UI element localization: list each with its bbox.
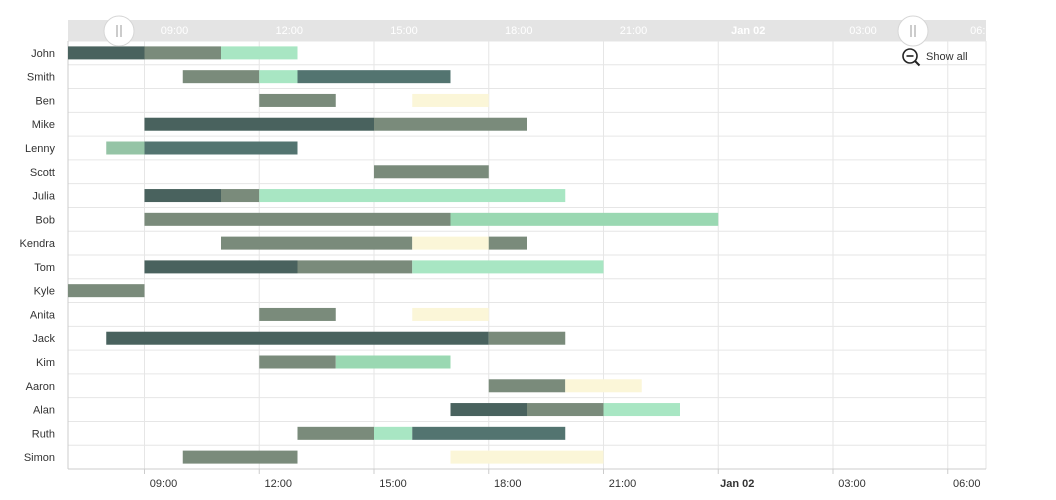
show-all-button[interactable]: Show all [901, 47, 968, 67]
task-bar-aaron[interactable] [488, 379, 566, 393]
navigator-tick-label: 09:00 [161, 25, 189, 37]
task-bar-kim[interactable] [259, 355, 336, 369]
task-bar-scott[interactable] [374, 165, 489, 179]
grid [67, 40, 987, 470]
task-bar-bob[interactable] [450, 212, 719, 226]
task-bar-tom[interactable] [144, 260, 298, 274]
category-label: Kendra [20, 238, 56, 250]
task-bar-ruth[interactable] [412, 426, 566, 440]
category-label: Simon [24, 452, 55, 464]
navigator-track[interactable] [68, 20, 986, 41]
task-bar-jack[interactable] [106, 331, 489, 345]
task-bars [68, 46, 719, 464]
navigator-tick-label: 03:00 [849, 25, 877, 37]
task-bar-alan[interactable] [603, 403, 681, 417]
category-label: Alan [33, 405, 55, 417]
category-label: Anita [30, 309, 56, 321]
drag-handle-icon [897, 15, 929, 47]
task-bar-smith[interactable] [182, 70, 260, 84]
task-bar-anita[interactable] [259, 307, 336, 321]
navigator-tick-label: 12:00 [275, 25, 303, 37]
task-bar-kyle[interactable] [68, 284, 145, 298]
zoom-out-icon [901, 47, 921, 67]
task-bar-simon[interactable] [450, 450, 604, 464]
category-label: Lenny [25, 143, 55, 155]
task-bar-alan[interactable] [450, 403, 528, 417]
task-bar-ben[interactable] [412, 93, 489, 107]
category-label: Mike [32, 119, 55, 131]
category-label: Ruth [32, 428, 55, 440]
x-tick-label: 12:00 [264, 478, 292, 490]
task-bar-lenny[interactable] [144, 141, 298, 155]
task-bar-tom[interactable] [412, 260, 604, 274]
category-label: John [31, 48, 55, 60]
task-bar-julia[interactable] [144, 189, 222, 203]
task-bar-kendra[interactable] [412, 236, 489, 250]
task-bar-mike[interactable] [374, 117, 527, 131]
task-bar-julia[interactable] [221, 189, 260, 203]
task-bar-john[interactable] [144, 46, 222, 60]
navigator[interactable]: 09:00 12:00 15:00 18:00 21:00 Jan 02 03:00 06: [68, 15, 986, 47]
x-tick-label: 15:00 [379, 478, 407, 490]
x-tick-label: 21:00 [609, 478, 637, 490]
task-bar-mike[interactable] [144, 117, 375, 131]
x-tick-label: 18:00 [494, 478, 522, 490]
category-label: Ben [35, 95, 55, 107]
task-bar-john[interactable] [221, 46, 298, 60]
task-bar-smith[interactable] [259, 70, 298, 84]
x-tick-label: 06:00 [953, 478, 981, 490]
task-bar-ruth[interactable] [297, 426, 375, 440]
category-label: Tom [34, 262, 55, 274]
navigator-tick-label: 21:00 [620, 25, 648, 37]
navigator-right-handle[interactable] [897, 15, 929, 47]
show-all-label: Show all [926, 51, 968, 63]
task-bar-aaron[interactable] [565, 379, 642, 393]
category-label: Scott [30, 167, 55, 179]
task-bar-ruth[interactable] [374, 426, 413, 440]
task-bar-kendra[interactable] [488, 236, 527, 250]
category-label: Bob [35, 214, 55, 226]
category-label: Aaron [26, 381, 55, 393]
task-bar-julia[interactable] [259, 189, 566, 203]
task-bar-smith[interactable] [297, 70, 451, 84]
task-bar-kendra[interactable] [221, 236, 413, 250]
task-bar-kim[interactable] [335, 355, 451, 369]
category-label: Kyle [34, 286, 55, 298]
task-bar-tom[interactable] [297, 260, 413, 274]
category-label: Smith [27, 72, 55, 84]
navigator-tick-label: 06: [970, 25, 985, 37]
task-bar-alan[interactable] [527, 403, 604, 417]
category-label: Jack [32, 333, 55, 345]
task-bar-lenny[interactable] [106, 141, 145, 155]
task-bar-ben[interactable] [259, 93, 336, 107]
drag-handle-icon [103, 15, 135, 47]
navigator-tick-label: Jan 02 [731, 25, 765, 37]
navigator-left-handle[interactable] [103, 15, 135, 47]
navigator-tick-label: 15:00 [390, 25, 418, 37]
task-bar-simon[interactable] [182, 450, 298, 464]
task-bar-bob[interactable] [144, 212, 451, 226]
navigator-tick-label: 18:00 [505, 25, 533, 37]
task-bar-jack[interactable] [488, 331, 566, 345]
x-tick-label: 03:00 [838, 478, 866, 490]
x-tick-label: 09:00 [150, 478, 178, 490]
category-label: Julia [32, 191, 56, 203]
axes: John Smith Ben Mike Lenny Scott Julia Bob Kendra… [20, 48, 986, 490]
x-tick-label: Jan 02 [720, 478, 754, 490]
task-bar-john[interactable] [68, 46, 145, 60]
category-label: Kim [36, 357, 55, 369]
task-bar-anita[interactable] [412, 307, 489, 321]
